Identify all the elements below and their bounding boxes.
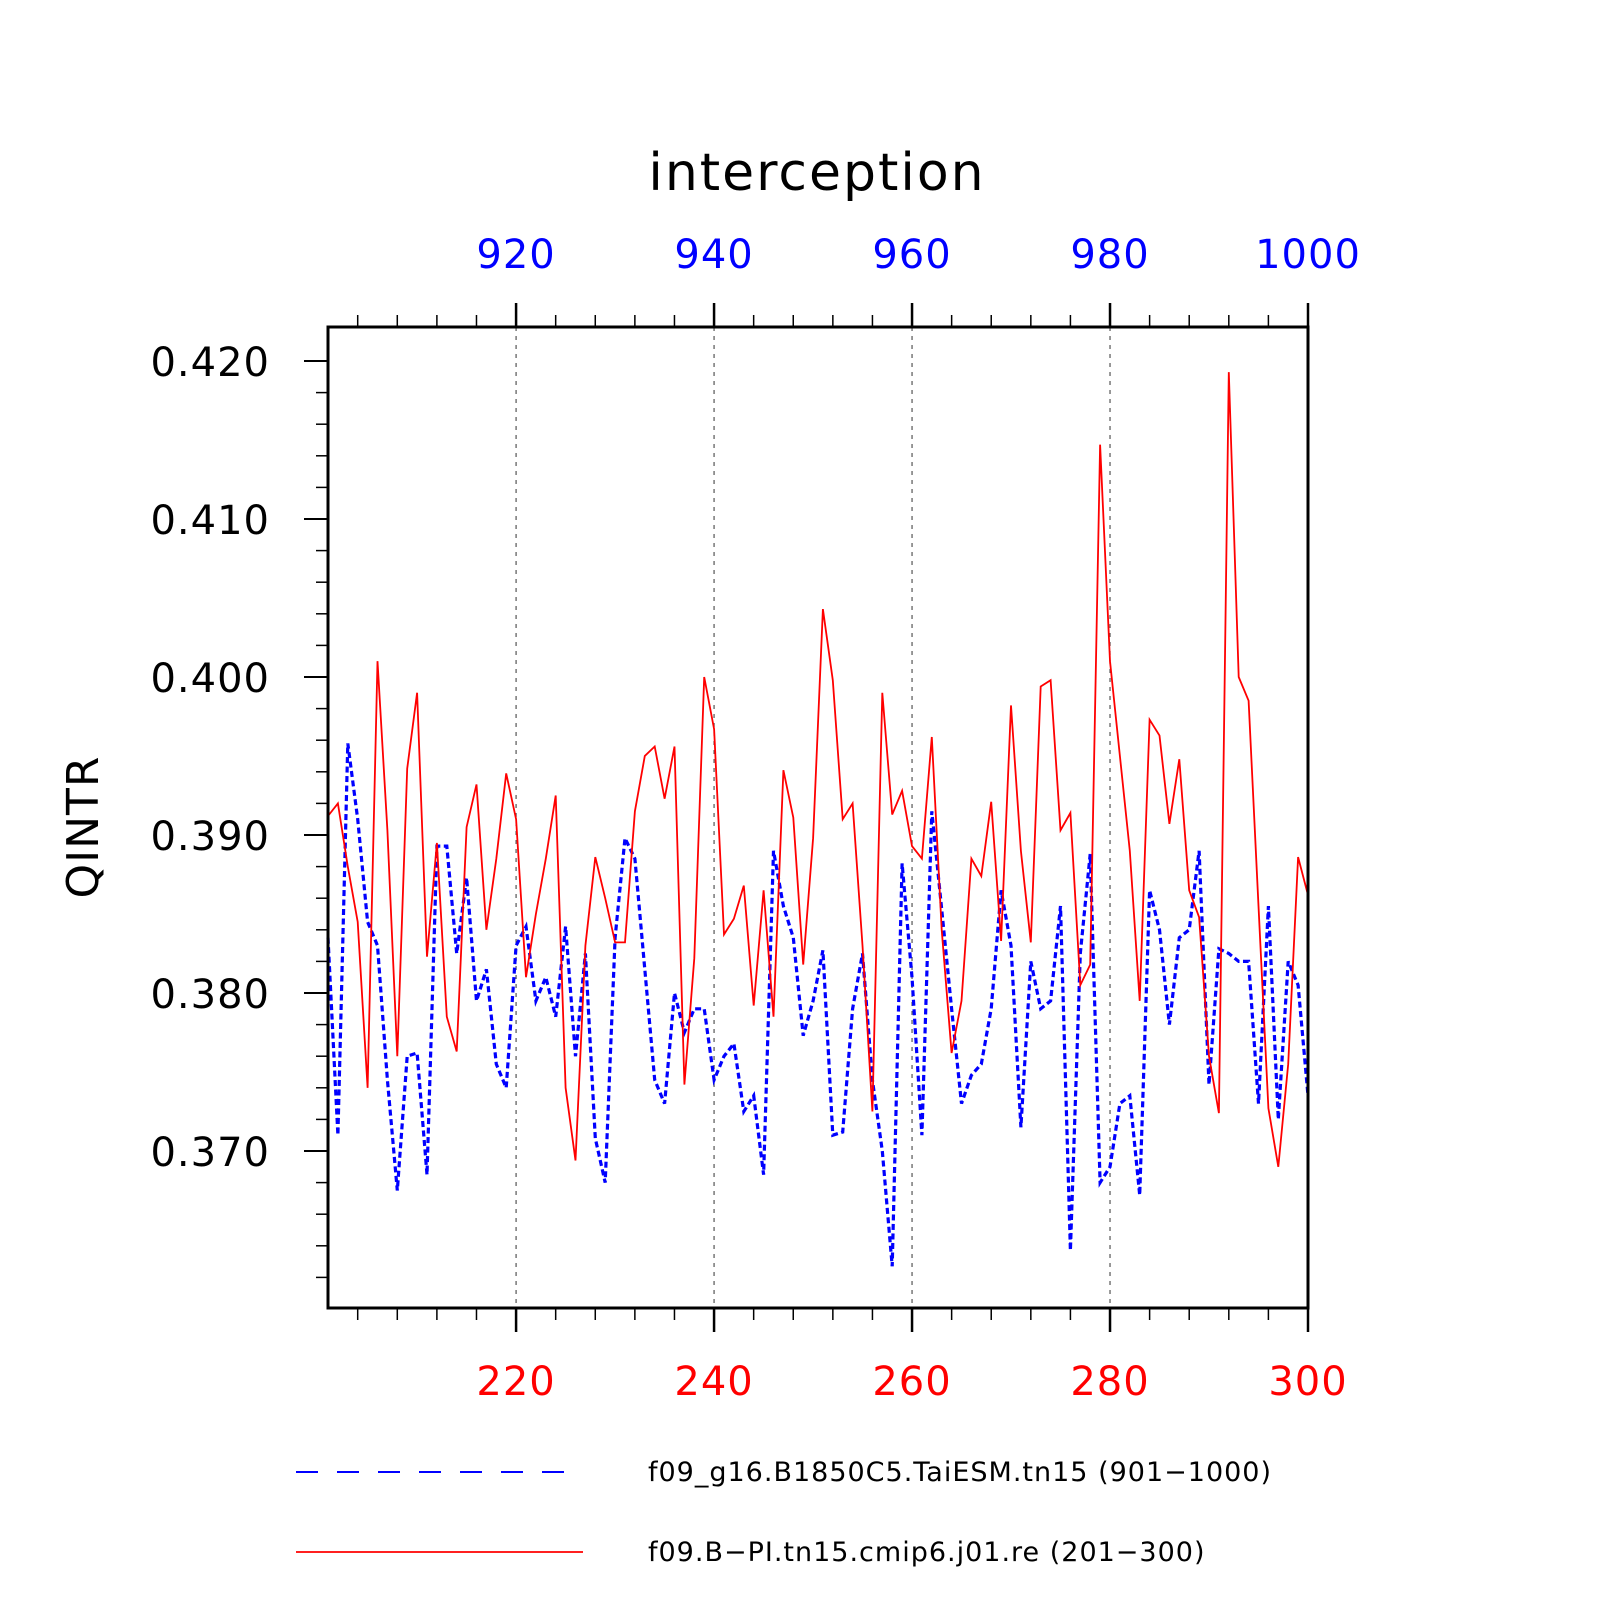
y-tick-label: 0.400 [150,656,270,702]
chart-title: interception [648,143,985,203]
bottom-tick-label: 300 [1268,1359,1347,1405]
y-tick-label: 0.420 [150,340,270,386]
top-tick-label: 940 [674,232,753,278]
y-axis-label: QINTR [58,756,109,899]
top-tick-label: 960 [872,232,951,278]
y-tick-label: 0.370 [150,1130,270,1176]
bottom-tick-label: 280 [1070,1359,1149,1405]
series-line-taiesm [326,743,1310,1267]
bottom-tick-label: 220 [476,1359,555,1405]
legend-label-taiesm: f09_g16.B1850C5.TaiESM.tn15 (901−1000) [648,1457,1272,1488]
tick-labels: 0.370 0.380 0.390 0.400 0.410 0.420 220 240 260 2… [150,232,1361,1405]
bottom-tick-label: 240 [674,1359,753,1405]
grid-lines [515,327,1111,1308]
top-tick-label: 920 [476,232,555,278]
y-tick-label: 0.390 [150,814,270,860]
y-tick-label: 0.380 [150,972,270,1018]
series-layer [326,372,1310,1267]
legend: f09_g16.B1850C5.TaiESM.tn15 (901−1000) f… [296,1457,1272,1568]
legend-label-cmip6: f09.B−PI.tn15.cmip6.j01.re (201−300) [648,1537,1206,1568]
top-tick-label: 980 [1070,232,1149,278]
y-tick-label: 0.410 [150,498,270,544]
tick-marks [304,303,1310,1332]
series-line-cmip6 [327,372,1309,1167]
top-tick-label: 1000 [1255,232,1361,278]
bottom-tick-label: 260 [872,1359,951,1405]
plot-frame [326,325,1310,1310]
